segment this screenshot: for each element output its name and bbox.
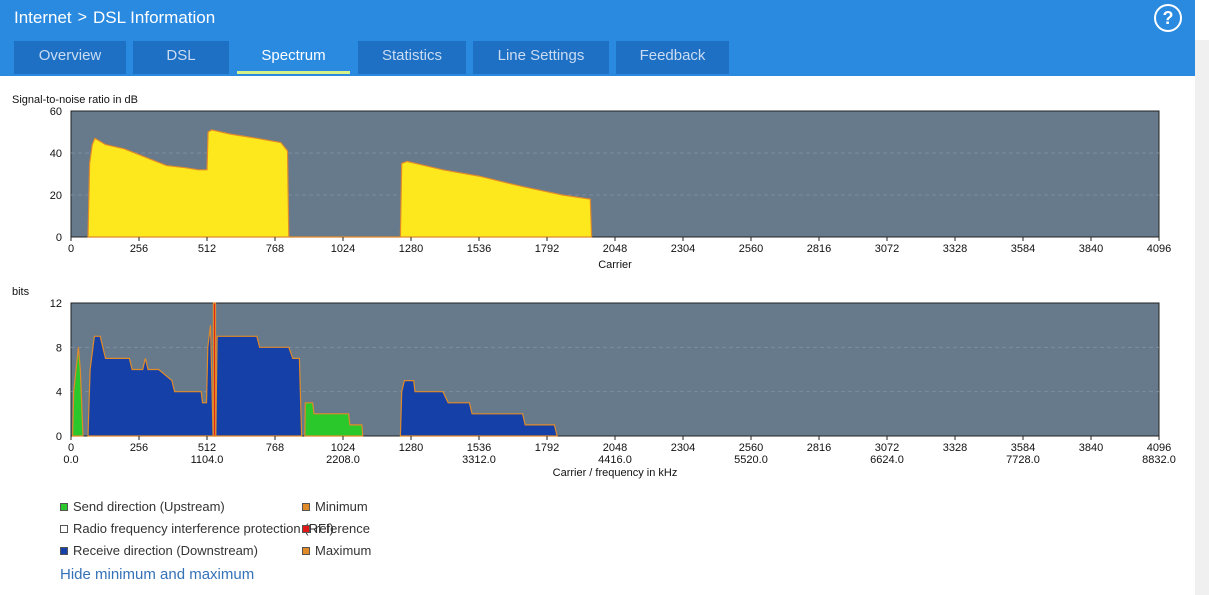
x-tick-label-khz: 5520.0 <box>734 454 768 466</box>
legend-swatch-rfi-reference <box>302 524 310 533</box>
breadcrumb-separator: > <box>77 9 87 26</box>
x-tick-label: 1792 <box>535 243 559 255</box>
y-tick-label: 60 <box>50 106 62 118</box>
scrollbar-thumb[interactable] <box>1195 0 1209 40</box>
series-area <box>399 380 558 437</box>
scrollbar[interactable] <box>1195 0 1209 595</box>
x-tick-label: 3072 <box>875 442 899 454</box>
x-tick-label-khz: 7728.0 <box>1006 454 1040 466</box>
y-tick-label: 0 <box>56 232 62 244</box>
legend-swatch-upstream <box>60 502 68 511</box>
y-tick-label: 40 <box>50 148 62 160</box>
x-tick-label: 1536 <box>467 442 491 454</box>
legend-rfi-reference: reference <box>302 521 370 536</box>
x-tick-label: 768 <box>266 442 284 454</box>
x-tick-label: 2048 <box>603 243 627 255</box>
legend-swatch-maximum <box>302 546 310 555</box>
tab-dsl[interactable]: DSL <box>133 41 229 74</box>
x-tick-label-khz: 3312.0 <box>462 454 496 466</box>
x-tick-label: 3584 <box>1011 243 1035 255</box>
x-tick-label-khz: 4416.0 <box>598 454 632 466</box>
x-tick-label-khz: 2208.0 <box>326 454 360 466</box>
x-tick-label: 2816 <box>807 243 831 255</box>
x-tick-label: 0 <box>68 243 74 255</box>
legend-rfi: Radio frequency interference protection … <box>60 521 334 536</box>
x-tick-label-khz: 6624.0 <box>870 454 904 466</box>
tab-overview[interactable]: Overview <box>14 41 126 74</box>
y-tick-label: 12 <box>50 298 62 310</box>
legend-label-upstream: Send direction (Upstream) <box>73 499 225 514</box>
y-tick-label: 20 <box>50 190 62 202</box>
x-tick-label: 3328 <box>943 243 967 255</box>
x-tick-label: 1280 <box>399 243 423 255</box>
x-tick-label: 256 <box>130 243 148 255</box>
x-tick-label: 768 <box>266 243 284 255</box>
tab-statistics[interactable]: Statistics <box>358 41 466 74</box>
x-tick-label: 2304 <box>671 243 695 255</box>
chart-title: Signal-to-noise ratio in dB <box>12 94 138 106</box>
x-tick-label-khz: 0.0 <box>63 454 78 466</box>
series-area <box>304 402 364 437</box>
x-tick-label-khz: 1104.0 <box>191 454 224 466</box>
legend-label-minimum: Minimum <box>315 499 368 514</box>
x-tick-label: 1024 <box>331 442 355 454</box>
y-tick-label: 8 <box>56 342 62 354</box>
hide-min-max-link[interactable]: Hide minimum and maximum <box>60 566 255 583</box>
x-tick-label: 512 <box>198 442 216 454</box>
legend-downstream: Receive direction (Downstream) <box>60 543 258 558</box>
legend-label-rfi-protection: Radio frequency interference protection … <box>73 521 334 536</box>
legend-swatch-downstream <box>60 546 68 555</box>
x-axis-label: Carrier / frequency in kHz <box>553 467 678 479</box>
x-tick-label: 1280 <box>399 442 423 454</box>
x-tick-label: 2560 <box>739 243 763 255</box>
legend-minimum: Minimum <box>302 499 368 514</box>
legend-label-maximum: Maximum <box>315 543 372 558</box>
x-tick-label: 0 <box>68 442 74 454</box>
y-tick-label: 0 <box>56 431 62 443</box>
tab-line-settings[interactable]: Line Settings <box>473 41 609 74</box>
x-tick-label: 3840 <box>1079 243 1103 255</box>
x-tick-label-khz: 8832.0 <box>1142 454 1176 466</box>
x-tick-label: 2048 <box>603 442 627 454</box>
x-tick-label: 1536 <box>467 243 491 255</box>
x-tick-label: 256 <box>130 442 148 454</box>
breadcrumb: Internet > DSL Information <box>14 8 215 28</box>
active-tab-indicator <box>237 71 350 74</box>
series-area <box>212 302 217 437</box>
x-axis-label: Carrier <box>598 259 632 271</box>
legend-swatch-minimum <box>302 502 310 511</box>
tab-feedback[interactable]: Feedback <box>616 41 729 74</box>
x-tick-label: 3584 <box>1011 442 1035 454</box>
x-tick-label: 3328 <box>943 442 967 454</box>
x-tick-label: 1792 <box>535 442 559 454</box>
legend-label-rfi-reference: reference <box>315 521 370 536</box>
legend-swatch-rfi-protection <box>60 524 68 533</box>
chart-title: bits <box>12 286 30 298</box>
x-tick-label: 3840 <box>1079 442 1103 454</box>
series-area <box>71 347 84 437</box>
y-tick-label: 4 <box>56 387 62 399</box>
x-tick-label: 2304 <box>671 442 695 454</box>
x-tick-label: 2560 <box>739 442 763 454</box>
x-tick-label: 3072 <box>875 243 899 255</box>
x-tick-label: 512 <box>198 243 216 255</box>
x-tick-label: 4096 <box>1147 442 1171 454</box>
x-tick-label: 1024 <box>331 243 355 255</box>
legend-upstream: Send direction (Upstream) <box>60 499 225 514</box>
series-area <box>87 325 303 437</box>
series-area <box>87 129 593 238</box>
help-icon[interactable]: ? <box>1154 4 1182 32</box>
x-tick-label: 2816 <box>807 442 831 454</box>
legend-label-downstream: Receive direction (Downstream) <box>73 543 258 558</box>
x-tick-label: 4096 <box>1147 243 1171 255</box>
tab-spectrum[interactable]: Spectrum <box>237 41 350 74</box>
page-title: DSL Information <box>93 8 216 27</box>
legend-maximum: Maximum <box>302 543 371 558</box>
breadcrumb-root[interactable]: Internet <box>14 8 72 27</box>
